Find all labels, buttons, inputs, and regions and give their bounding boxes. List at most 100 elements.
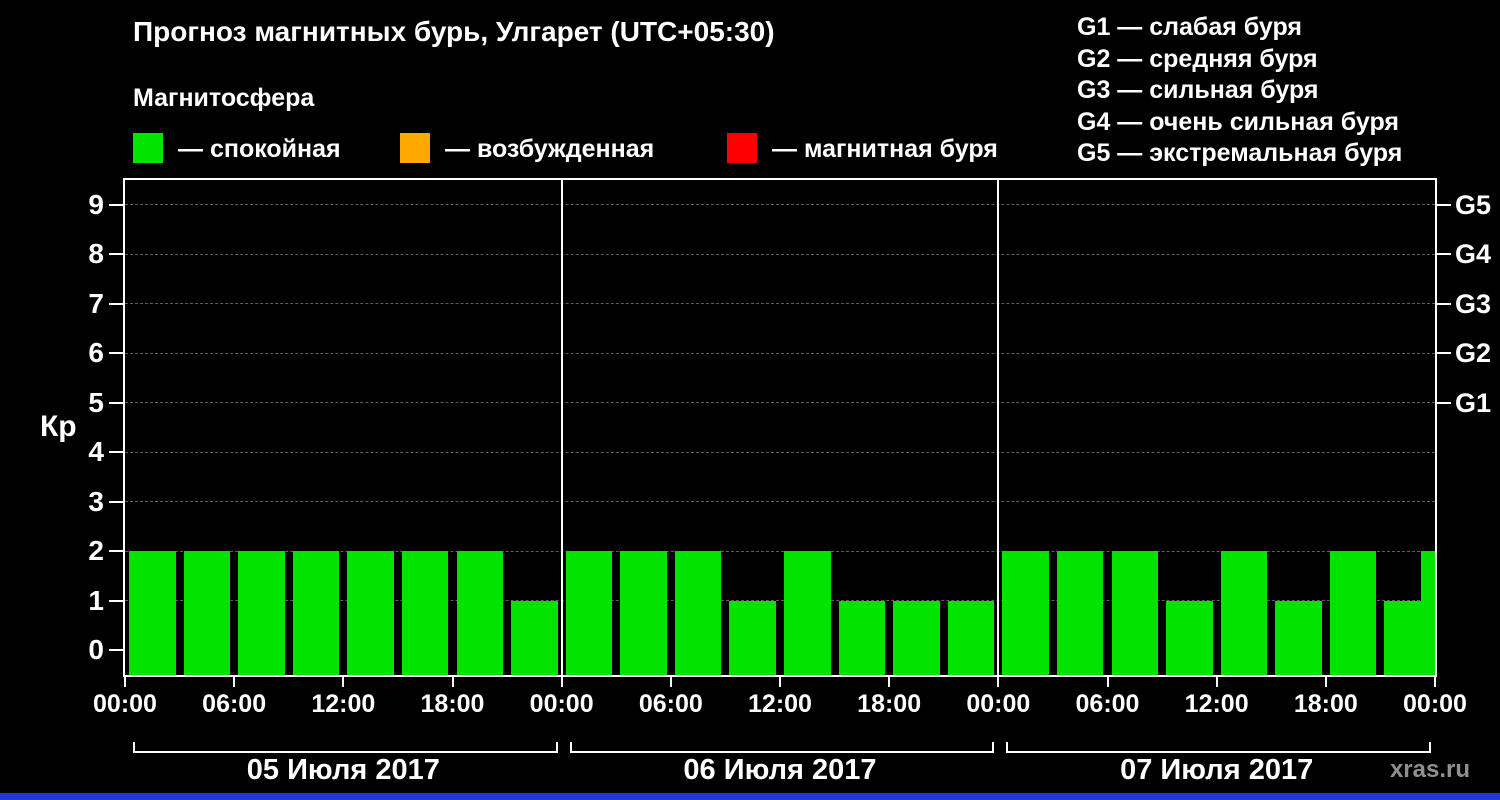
- kp-bar: [729, 600, 776, 675]
- x-axis-tick: [1215, 677, 1218, 687]
- date-label: 07 Июля 2017: [1120, 754, 1314, 786]
- kp-bar: [1002, 551, 1049, 675]
- y-axis-tick: [109, 550, 123, 553]
- x-axis-tick: [1434, 677, 1436, 687]
- y-tick-label: 5: [88, 386, 104, 418]
- g-scale-line: G3 — сильная буря: [1077, 76, 1319, 104]
- day-boundary-line: [997, 180, 1000, 675]
- legend-heading: Магнитосфера: [133, 84, 315, 112]
- kp-bar: [1220, 551, 1268, 675]
- kp-bar: [292, 551, 340, 675]
- grid-line: [125, 402, 1435, 404]
- grid-line: [125, 204, 1435, 206]
- x-tick-label: 12:00: [1184, 690, 1249, 718]
- kp-bar: [1111, 551, 1159, 675]
- plot-area: [123, 178, 1437, 677]
- x-tick-label: 12:00: [311, 690, 376, 718]
- date-bracket: [569, 742, 995, 753]
- y-axis-tick: [109, 401, 123, 404]
- right-axis-label: G3: [1455, 288, 1492, 319]
- kp-bar: [893, 600, 940, 675]
- x-tick-label: 00:00: [529, 690, 594, 718]
- x-axis-tick: [124, 677, 126, 687]
- kp-bar: [511, 600, 558, 675]
- y-axis-tick: [109, 500, 123, 503]
- right-axis-tick: [1437, 253, 1451, 256]
- grid-line: [125, 451, 1435, 453]
- right-axis-label: G4: [1455, 239, 1492, 270]
- grid-line: [125, 550, 1435, 552]
- x-tick-label: 18:00: [857, 690, 922, 718]
- grid-line: [125, 253, 1435, 255]
- y-tick-label: 6: [88, 337, 104, 369]
- kp-bar: [838, 600, 886, 675]
- right-axis-tick: [1437, 302, 1451, 305]
- kp-bar: [1329, 551, 1377, 675]
- g-scale-line: G1 — слабая буря: [1077, 13, 1303, 41]
- x-axis-tick: [451, 677, 454, 687]
- date-label: 05 Июля 2017: [246, 754, 440, 786]
- kp-bar: [1056, 551, 1104, 675]
- y-tick-label: 0: [88, 634, 104, 666]
- y-axis-tick: [109, 649, 123, 652]
- y-tick-label: 4: [88, 436, 104, 468]
- right-axis-label: G2: [1455, 338, 1492, 369]
- x-axis-tick: [779, 677, 781, 687]
- y-axis-tick: [109, 302, 123, 305]
- date-label: 06 Июля 2017: [683, 754, 877, 786]
- grid-line: [125, 352, 1435, 354]
- kp-bar-partial: [1421, 551, 1435, 675]
- x-axis-tick: [342, 677, 345, 687]
- date-bracket: [133, 742, 558, 753]
- date-bracket: [1006, 742, 1431, 753]
- kp-bar: [347, 551, 394, 675]
- legend-swatch-storm: [727, 133, 757, 163]
- x-axis-tick: [669, 677, 672, 687]
- x-tick-label: 06:00: [1075, 690, 1140, 718]
- g-scale-line: G5 — экстремальная буря: [1077, 139, 1403, 167]
- g-scale-line: G2 — средняя буря: [1077, 44, 1318, 73]
- kp-bar: [1275, 600, 1322, 675]
- chart-title: Прогноз магнитных бурь, Улгарет (UTC+05:…: [133, 16, 775, 47]
- watermark: xras.ru: [1389, 756, 1470, 783]
- right-axis-label: G1: [1455, 387, 1492, 418]
- legend-label-quiet: — спокойная: [178, 135, 341, 163]
- y-tick-label: 1: [88, 584, 104, 616]
- y-tick-label: 7: [88, 287, 104, 319]
- y-tick-label: 9: [88, 188, 104, 220]
- grid-line: [125, 303, 1435, 305]
- x-axis-tick: [1106, 677, 1109, 687]
- kp-bar: [183, 551, 231, 675]
- y-axis-tick: [109, 253, 123, 256]
- kp-bar: [129, 551, 176, 675]
- right-axis-tick: [1437, 203, 1451, 206]
- y-axis-tick: [109, 203, 123, 206]
- x-axis-tick: [997, 677, 1000, 687]
- y-tick-label: 3: [88, 485, 104, 517]
- x-axis-tick: [233, 677, 236, 687]
- kp-bar: [1166, 600, 1213, 675]
- legend-swatch-quiet: [133, 133, 163, 163]
- x-tick-label: 12:00: [748, 690, 812, 718]
- x-tick-label: 06:00: [202, 690, 267, 718]
- g-scale-line: G4 — очень сильная буря: [1077, 107, 1399, 136]
- x-tick-label: 06:00: [638, 690, 703, 718]
- right-axis-tick: [1437, 401, 1451, 404]
- kp-bar: [784, 551, 831, 675]
- x-axis-tick: [560, 677, 563, 687]
- y-tick-label: 8: [88, 238, 104, 270]
- right-axis-label: G5: [1455, 189, 1492, 220]
- y-axis-tick: [109, 451, 123, 454]
- y-axis-tick: [109, 352, 123, 355]
- y-tick-label: 2: [88, 535, 104, 567]
- day-boundary-line: [560, 180, 563, 675]
- y-axis-tick: [109, 599, 123, 602]
- legend-label-unsettled: — возбужденная: [445, 135, 655, 163]
- kp-bar: [565, 551, 613, 675]
- x-tick-label: 00:00: [966, 690, 1031, 718]
- grid-line: [125, 501, 1435, 503]
- x-tick-label: 00:00: [93, 690, 157, 718]
- right-axis-tick: [1437, 352, 1451, 355]
- y-axis-title: Кр: [40, 410, 77, 443]
- x-tick-label: 18:00: [420, 690, 485, 718]
